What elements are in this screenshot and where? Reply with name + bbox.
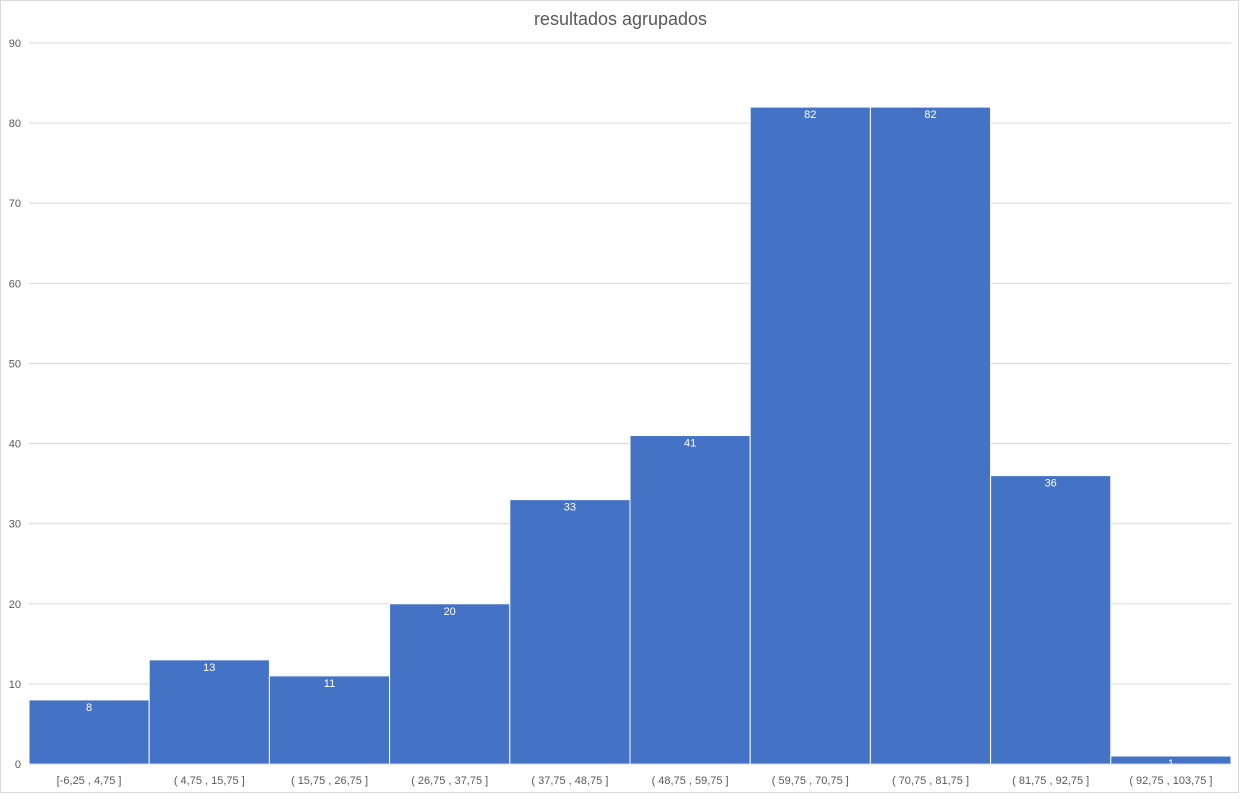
y-tick-label: 0 [15,759,21,771]
bar [749,106,871,765]
data-label: 13 [203,662,215,674]
bar [990,475,1112,765]
x-tick-label: ( 59,75 , 70,75 ] [772,775,849,787]
x-tick-label: ( 15,75 , 26,75 ] [291,775,368,787]
chart-area: resultados agrupados 0 10 20 30 40 50 60 70 80 90… [0,0,1239,793]
y-tick-label: 60 [9,278,21,290]
data-label: 82 [804,109,816,121]
data-label: 36 [1045,478,1057,490]
x-tick-label: ( 70,75 , 81,75 ] [892,775,969,787]
x-tick-label: ( 4,75 , 15,75 ] [174,775,245,787]
data-label: 41 [684,438,696,450]
y-tick-label: 20 [9,599,21,611]
x-tick-label: ( 48,75 , 59,75 ] [652,775,729,787]
data-label: 11 [324,678,335,690]
data-label: 20 [444,606,456,618]
y-tick-label: 10 [9,679,21,691]
y-tick-label: 50 [9,358,21,370]
y-tick-label: 40 [9,439,21,451]
bar [28,699,150,765]
bar [629,435,751,765]
x-tick-label: ( 92,75 , 103,75 ] [1129,775,1212,787]
bar [869,106,992,765]
data-label: 8 [86,702,92,714]
x-tick-label: ( 81,75 , 92,75 ] [1012,775,1089,787]
chart-plot: 0 10 20 30 40 50 60 70 80 90 8 [-6,25 , 4,75 ] 13 ( 4… [9,38,1232,787]
data-label: 82 [924,109,936,121]
bar [268,675,391,765]
data-label: 33 [564,502,576,514]
bar [509,499,631,765]
y-tick-label: 70 [9,198,21,210]
x-tick-label: [-6,25 , 4,75 ] [57,775,122,787]
y-tick-label: 30 [9,519,21,531]
bar [389,603,511,765]
x-tick-label: ( 26,75 , 37,75 ] [411,775,488,787]
x-tick-label: ( 37,75 , 48,75 ] [531,775,608,787]
chart-title: resultados agrupados [533,9,708,29]
y-tick-label: 80 [9,118,21,130]
bar [148,659,270,765]
y-tick-label: 90 [9,38,21,50]
